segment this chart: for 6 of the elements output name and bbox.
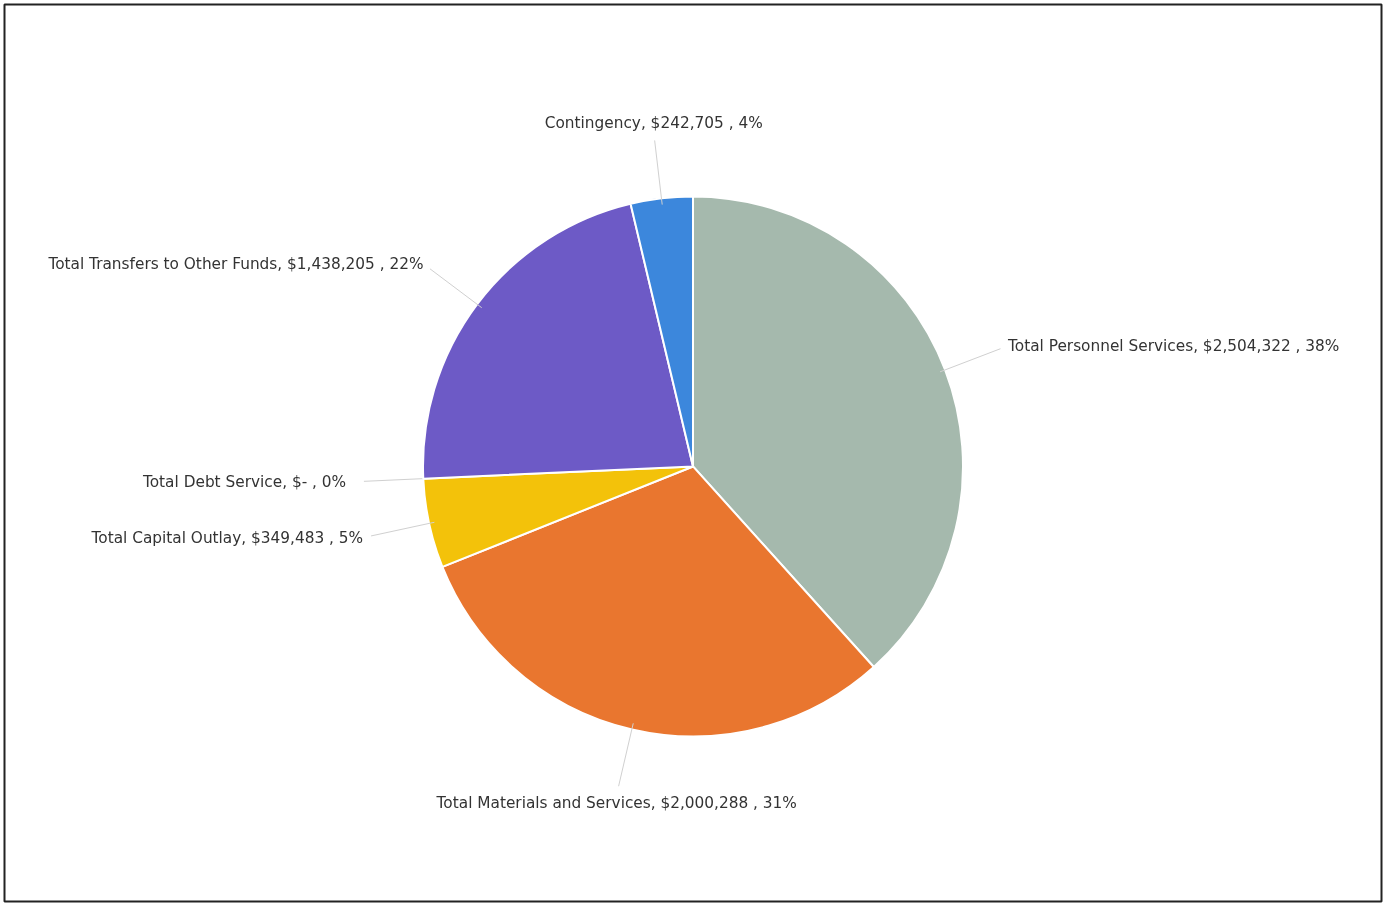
slice-label: Total Transfers to Other Funds, $1,438,205 , 22% <box>47 254 424 273</box>
legend-label: Total Debt Service, $- , 0% <box>141 472 347 491</box>
slice-label: Contingency, $242,705 , 4% <box>544 114 763 133</box>
slice-label: Total Personnel Services, $2,504,322 , 38% <box>1007 336 1340 355</box>
slice-label: Total Capital Outlay, $349,483 , 5% <box>90 528 364 547</box>
slice-label: Total Materials and Services, $2,000,288 , 31% <box>435 794 797 813</box>
